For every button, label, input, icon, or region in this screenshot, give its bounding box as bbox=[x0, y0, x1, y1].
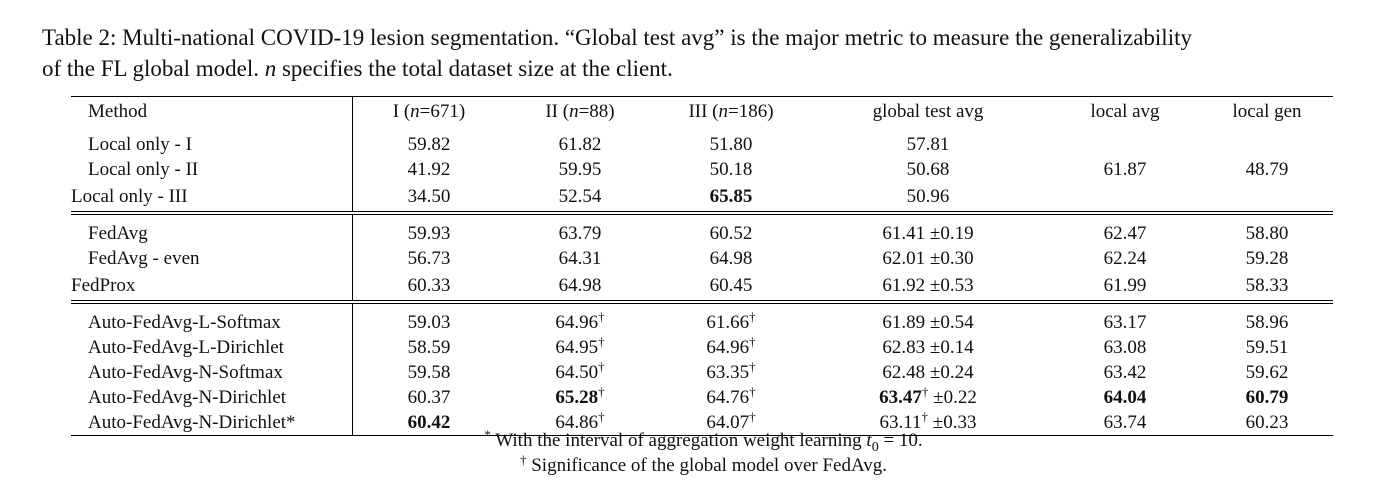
header-client-3: III (n=186) bbox=[655, 96, 807, 126]
dagger-mark: † bbox=[749, 309, 756, 324]
results-table: Method I (n=671) II (n=88) III (n=186) g… bbox=[71, 96, 1333, 436]
table-row: Auto-FedAvg-L-Dirichlet 58.59 64.95† 64.… bbox=[71, 335, 1333, 360]
dagger-mark: † bbox=[921, 384, 929, 399]
caption-line-1: Table 2: Multi-national COVID-19 lesion … bbox=[42, 25, 1192, 50]
table-row: FedProx 60.33 64.98 60.45 61.92 ±0.53 61… bbox=[71, 271, 1333, 304]
footnote-star: * With the interval of aggregation weigh… bbox=[484, 427, 923, 455]
dagger-mark: † bbox=[749, 359, 756, 374]
footnote-dagger: † Significance of the global model over … bbox=[519, 452, 888, 476]
table-row: Auto-FedAvg-N-Dirichlet 60.37 65.28† 64.… bbox=[71, 385, 1333, 410]
header-method: Method bbox=[71, 96, 353, 126]
caption-line-2: of the FL global model. n specifies the … bbox=[42, 56, 673, 81]
table-row: Auto-FedAvg-N-Dirichlet* 60.42 64.86† 64… bbox=[71, 410, 1333, 436]
table-row: FedAvg 59.93 63.79 60.52 61.41 ±0.19 62.… bbox=[71, 213, 1333, 246]
dagger-mark: † bbox=[749, 334, 756, 349]
dagger-mark: † bbox=[749, 409, 756, 424]
dagger-mark: † bbox=[749, 384, 756, 399]
table-row: Auto-FedAvg-N-Softmax 59.58 64.50† 63.35… bbox=[71, 360, 1333, 385]
header-local-avg: local avg bbox=[1049, 96, 1201, 126]
dagger-mark: † bbox=[598, 309, 605, 324]
header-client-2: II (n=88) bbox=[505, 96, 655, 126]
dagger-mark: † bbox=[921, 409, 929, 424]
table-row: Local only - I 59.82 61.82 51.80 57.81 bbox=[71, 126, 1333, 157]
dagger-mark: † bbox=[598, 409, 605, 424]
header-global-test-avg: global test avg bbox=[807, 96, 1049, 126]
table-caption: Table 2: Multi-national COVID-19 lesion … bbox=[42, 22, 1372, 84]
dagger-mark: † bbox=[598, 384, 605, 399]
table-row: Auto-FedAvg-L-Softmax 59.03 64.96† 61.66… bbox=[71, 302, 1333, 335]
header-local-gen: local gen bbox=[1201, 96, 1333, 126]
table-row: FedAvg - even 56.73 64.31 64.98 62.01 ±0… bbox=[71, 246, 1333, 271]
header-client-1: I (n=671) bbox=[352, 96, 505, 126]
table-row: Local only - II 41.92 59.95 50.18 50.68 … bbox=[71, 157, 1333, 182]
dagger-mark: † bbox=[598, 334, 605, 349]
dagger-mark: † bbox=[598, 359, 605, 374]
header-row: Method I (n=671) II (n=88) III (n=186) g… bbox=[71, 96, 1333, 126]
table-row: Local only - III 34.50 52.54 65.85 50.96 bbox=[71, 182, 1333, 215]
